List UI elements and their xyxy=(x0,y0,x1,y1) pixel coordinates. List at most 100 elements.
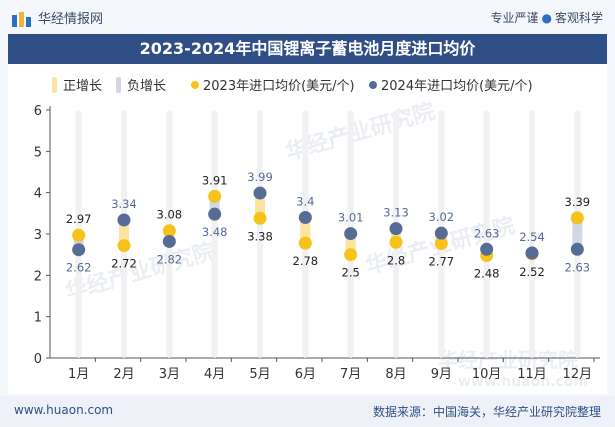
point-2023[interactable] xyxy=(570,211,584,225)
point-2023[interactable] xyxy=(208,189,222,203)
data-label: 2.5 xyxy=(342,266,360,280)
point-2023[interactable] xyxy=(344,248,358,262)
legend-item[interactable]: 负增长 xyxy=(116,77,166,94)
x-tick-label: 7月 xyxy=(340,367,361,382)
data-label: 3.4 xyxy=(296,194,314,208)
point-2024[interactable] xyxy=(298,210,312,224)
positive-change-band xyxy=(255,193,265,219)
data-label: 2.48 xyxy=(474,266,500,280)
data-label: 2.78 xyxy=(293,254,319,268)
chart-title: 2023-2024年中国锂离子蓄电池月度进口均价 xyxy=(8,34,607,64)
month-column xyxy=(211,110,218,358)
legend-dot xyxy=(191,81,199,89)
x-tick-label: 4月 xyxy=(204,367,225,382)
data-label: 2.62 xyxy=(66,261,92,275)
data-label: 3.01 xyxy=(338,211,364,225)
point-2024[interactable] xyxy=(162,234,176,248)
data-label: 3.34 xyxy=(111,197,137,211)
point-2023[interactable] xyxy=(298,236,312,250)
point-2023[interactable] xyxy=(253,211,267,225)
legend-dot xyxy=(369,81,377,89)
point-2024[interactable] xyxy=(570,242,584,256)
chart: 华经产业研究院 华经产业研究院 华经产业研究院 华经产业研究院 www.huao… xyxy=(34,77,600,390)
x-tick-label: 11月 xyxy=(517,367,547,382)
data-label: 2.77 xyxy=(429,255,455,269)
legend-label: 2024年进口均价(美元/个) xyxy=(381,79,533,94)
point-2024[interactable] xyxy=(480,242,494,256)
y-tick-label: 3 xyxy=(34,228,42,243)
point-2023[interactable] xyxy=(389,235,403,249)
slogan-right: 客观科学 xyxy=(554,11,603,25)
legend-label: 2023年进口均价(美元/个) xyxy=(203,79,355,94)
x-tick-label: 5月 xyxy=(249,367,270,382)
y-tick-label: 6 xyxy=(34,104,42,119)
data-label: 2.82 xyxy=(157,252,183,266)
logo-icon xyxy=(12,11,31,27)
data-label: 2.54 xyxy=(519,230,545,244)
top-bar: 华经情报网 专业严谨 ● 客观科学 xyxy=(0,0,615,34)
x-tick-label: 1月 xyxy=(68,367,89,382)
watermark-layer: 华经产业研究院 华经产业研究院 华经产业研究院 华经产业研究院 www.huao… xyxy=(62,98,588,390)
data-label: 3.39 xyxy=(565,195,591,209)
point-2024[interactable] xyxy=(344,227,358,241)
legend-label: 负增长 xyxy=(127,79,166,94)
legend-label: 正增长 xyxy=(63,79,102,94)
data-label: 3.08 xyxy=(157,208,183,222)
data-label: 2.97 xyxy=(66,212,92,226)
legend-item[interactable]: 正增长 xyxy=(52,77,102,94)
axes: 0 1 2 3 4 5 6 1月 2月 3月 4月 5月 6月 7月 8月 9月 10月 11月 12月 xyxy=(34,104,600,382)
data-label: 3.91 xyxy=(202,173,228,187)
brand-name: 华经情报网 xyxy=(38,12,104,27)
positive-change-band xyxy=(300,217,311,244)
negative-change-band xyxy=(572,217,583,250)
legend-item[interactable]: 2024年进口均价(美元/个) xyxy=(369,79,533,94)
brand[interactable]: 华经情报网 xyxy=(12,8,103,28)
data-label: 3.48 xyxy=(202,225,228,239)
data-label: 3.38 xyxy=(247,229,273,243)
point-2024[interactable] xyxy=(434,226,448,240)
data-label: 2.72 xyxy=(111,257,137,271)
plot: 2.97 2.62 3.34 2.72 3.08 2.82 3.91 3.48 3.99 3.38… xyxy=(66,110,590,358)
data-label: 2.63 xyxy=(565,260,591,274)
legend-swatch xyxy=(52,77,57,93)
point-2023[interactable] xyxy=(434,237,448,251)
x-tick-label: 6月 xyxy=(295,367,316,382)
y-tick-label: 2 xyxy=(34,269,42,284)
point-2024[interactable] xyxy=(389,222,403,236)
footer: www.huaon.com 数据来源：中国海关，华经产业研究院整理 xyxy=(0,396,615,427)
positive-change-band xyxy=(119,219,129,246)
point-2023[interactable] xyxy=(72,228,86,242)
data-label: 2.8 xyxy=(387,253,405,267)
x-tick-label: 2月 xyxy=(113,367,134,382)
watermark-text: 华经产业研究院 xyxy=(438,348,578,372)
point-2023[interactable] xyxy=(162,224,176,238)
point-2024[interactable] xyxy=(72,243,86,257)
point-2024[interactable] xyxy=(525,246,539,260)
data-label: 3.99 xyxy=(247,170,273,184)
bullet-icon: ● xyxy=(541,11,552,25)
point-2024[interactable] xyxy=(117,213,131,227)
point-2024[interactable] xyxy=(208,207,222,221)
chart-area: 华经产业研究院 华经产业研究院 华经产业研究院 华经产业研究院 www.huao… xyxy=(8,64,607,394)
slogan: 专业严谨 ● 客观科学 xyxy=(490,9,603,26)
data-label: 2.63 xyxy=(474,226,500,240)
data-label: 2.52 xyxy=(519,265,545,279)
legend-item[interactable]: 2023年进口均价(美元/个) xyxy=(191,79,355,94)
month-column xyxy=(483,110,490,358)
y-tick-label: 1 xyxy=(34,311,42,326)
point-2023[interactable] xyxy=(117,239,131,253)
y-tick-label: 4 xyxy=(34,187,42,202)
point-2024[interactable] xyxy=(253,186,267,200)
watermark-url: www.huaon.com xyxy=(458,374,588,390)
legend: 正增长 负增长 2023年进口均价(美元/个) 2024年进口均价(美元/个) xyxy=(52,77,533,94)
legend-swatch xyxy=(116,77,121,93)
y-tick-label: 5 xyxy=(34,145,42,160)
x-tick-label: 9月 xyxy=(431,367,452,382)
x-tick-label: 3月 xyxy=(159,367,180,382)
slogan-left: 专业严谨 xyxy=(490,11,539,25)
footer-site[interactable]: www.huaon.com xyxy=(14,403,114,417)
x-tick-label: 8月 xyxy=(385,367,406,382)
month-column xyxy=(257,110,263,358)
footer-source: 数据来源：中国海关，华经产业研究院整理 xyxy=(372,405,601,419)
